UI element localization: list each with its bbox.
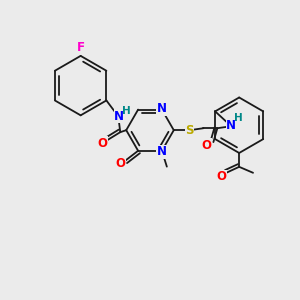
Text: O: O [98,136,107,150]
Text: F: F [76,41,85,55]
Text: N: N [114,110,124,123]
Text: O: O [216,170,226,183]
Text: N: N [226,119,236,132]
Text: N: N [157,145,167,158]
Text: O: O [202,139,212,152]
Text: H: H [234,113,243,123]
Text: H: H [122,106,130,116]
Text: S: S [185,124,194,137]
Text: N: N [157,102,167,115]
Text: O: O [115,157,125,170]
